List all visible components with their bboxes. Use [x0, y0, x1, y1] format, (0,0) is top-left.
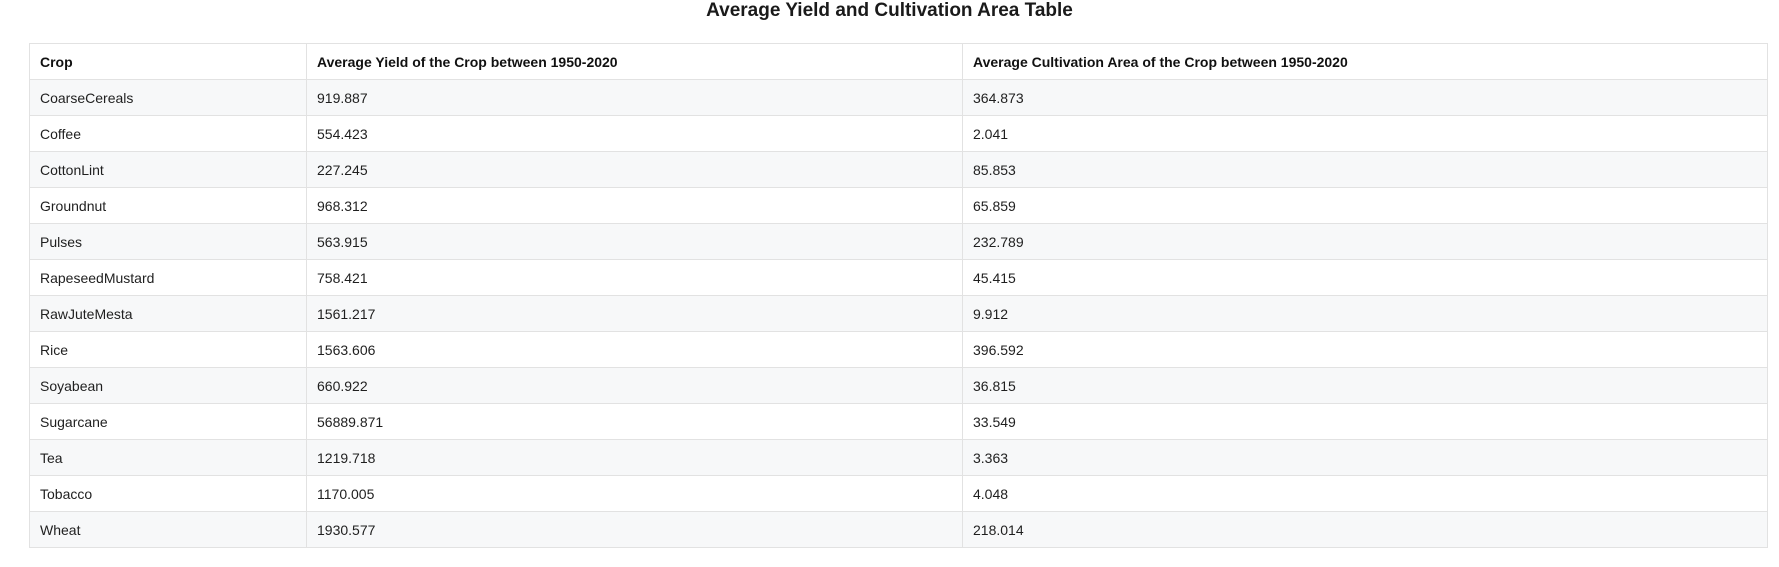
cell-average-yield: 660.922	[306, 367, 963, 404]
table-row: Tea 1219.718 3.363	[29, 439, 1768, 476]
cell-crop: CoarseCereals	[29, 79, 307, 116]
cell-average-cultivation-area: 232.789	[962, 223, 1768, 260]
cell-crop: Rice	[29, 331, 307, 368]
cell-average-cultivation-area: 218.014	[962, 511, 1768, 548]
cell-average-cultivation-area: 36.815	[962, 367, 1768, 404]
cell-average-cultivation-area: 396.592	[962, 331, 1768, 368]
cell-crop: Coffee	[29, 115, 307, 152]
table-row: Sugarcane 56889.871 33.549	[29, 403, 1768, 440]
table-row: CottonLint 227.245 85.853	[29, 151, 1768, 188]
cell-crop: Pulses	[29, 223, 307, 260]
column-header-crop: Crop	[29, 43, 307, 80]
cell-average-yield: 1563.606	[306, 331, 963, 368]
cell-average-cultivation-area: 65.859	[962, 187, 1768, 224]
cell-average-cultivation-area: 33.549	[962, 403, 1768, 440]
header-row: Crop Average Yield of the Crop between 1…	[29, 43, 1768, 80]
cell-average-cultivation-area: 3.363	[962, 439, 1768, 476]
cell-average-cultivation-area: 2.041	[962, 115, 1768, 152]
table-row: Rice 1563.606 396.592	[29, 331, 1768, 368]
table-title: Average Yield and Cultivation Area Table	[706, 0, 1073, 21]
cell-average-yield: 56889.871	[306, 403, 963, 440]
cell-average-cultivation-area: 364.873	[962, 79, 1768, 116]
cell-average-cultivation-area: 45.415	[962, 259, 1768, 296]
table-row: Groundnut 968.312 65.859	[29, 187, 1768, 224]
cell-crop: Tobacco	[29, 475, 307, 512]
table-row: Coffee 554.423 2.041	[29, 115, 1768, 152]
cell-average-yield: 1561.217	[306, 295, 963, 332]
cell-average-yield: 227.245	[306, 151, 963, 188]
table-row: Wheat 1930.577 218.014	[29, 511, 1768, 548]
cell-crop: Soyabean	[29, 367, 307, 404]
cell-crop: Wheat	[29, 511, 307, 548]
cell-crop: RawJuteMesta	[29, 295, 307, 332]
cell-crop: Sugarcane	[29, 403, 307, 440]
cell-average-yield: 968.312	[306, 187, 963, 224]
cell-average-cultivation-area: 4.048	[962, 475, 1768, 512]
cell-average-yield: 554.423	[306, 115, 963, 152]
cell-average-cultivation-area: 85.853	[962, 151, 1768, 188]
table-row: CoarseCereals 919.887 364.873	[29, 79, 1768, 116]
table-row: RapeseedMustard 758.421 45.415	[29, 259, 1768, 296]
cell-average-yield: 1930.577	[306, 511, 963, 548]
table-row: Pulses 563.915 232.789	[29, 223, 1768, 260]
data-table-container: Crop Average Yield of the Crop between 1…	[29, 43, 1768, 548]
table-row: Tobacco 1170.005 4.048	[29, 475, 1768, 512]
cell-average-cultivation-area: 9.912	[962, 295, 1768, 332]
data-table: Crop Average Yield of the Crop between 1…	[29, 43, 1768, 548]
table-row: Soyabean 660.922 36.815	[29, 367, 1768, 404]
cell-crop: Tea	[29, 439, 307, 476]
cell-average-yield: 919.887	[306, 79, 963, 116]
cell-average-yield: 1170.005	[306, 475, 963, 512]
column-header-average-yield: Average Yield of the Crop between 1950-2…	[306, 43, 963, 80]
column-header-average-cultivation-area: Average Cultivation Area of the Crop bet…	[962, 43, 1768, 80]
table-row: RawJuteMesta 1561.217 9.912	[29, 295, 1768, 332]
table-body: CoarseCereals 919.887 364.873 Coffee 554.423…	[29, 79, 1768, 548]
cell-crop: CottonLint	[29, 151, 307, 188]
cell-average-yield: 563.915	[306, 223, 963, 260]
cell-crop: Groundnut	[29, 187, 307, 224]
cell-average-yield: 758.421	[306, 259, 963, 296]
cell-average-yield: 1219.718	[306, 439, 963, 476]
cell-crop: RapeseedMustard	[29, 259, 307, 296]
